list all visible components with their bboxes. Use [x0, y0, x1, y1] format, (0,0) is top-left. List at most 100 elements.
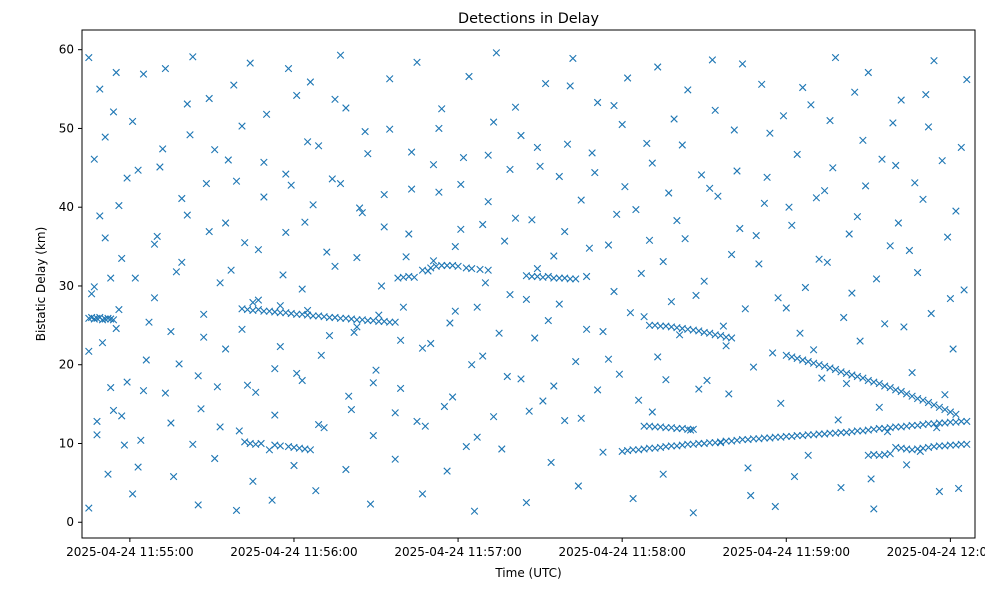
data-point — [342, 465, 350, 474]
data-point — [886, 450, 894, 458]
data-point — [853, 427, 862, 435]
data-point — [98, 316, 107, 324]
data-point — [659, 257, 667, 266]
data-point — [667, 442, 676, 450]
data-point — [902, 390, 911, 398]
data-point — [495, 329, 503, 337]
data-point — [684, 425, 692, 433]
data-point — [834, 416, 842, 424]
data-point — [763, 173, 771, 181]
data-point — [161, 389, 170, 397]
data-point — [900, 323, 908, 331]
data-point — [336, 179, 345, 188]
data-point — [405, 230, 413, 238]
data-point — [238, 325, 246, 333]
data-point — [131, 274, 139, 282]
data-point — [908, 421, 916, 430]
data-point — [766, 129, 774, 137]
data-point — [812, 194, 821, 202]
data-point — [104, 470, 112, 478]
data-point — [547, 458, 555, 467]
data-point — [407, 148, 416, 156]
data-point — [290, 461, 298, 470]
data-point — [293, 369, 301, 378]
data-point — [216, 423, 224, 431]
data-point — [935, 403, 944, 411]
data-point — [372, 366, 380, 374]
data-point — [582, 325, 591, 333]
data-point — [342, 104, 350, 112]
data-point — [421, 422, 429, 430]
data-point — [870, 505, 878, 513]
data-point — [254, 246, 263, 254]
data-point — [924, 123, 933, 131]
data-point — [733, 167, 741, 175]
data-point — [112, 324, 120, 333]
data-point — [473, 303, 481, 311]
data-point — [413, 417, 421, 426]
data-point — [656, 322, 665, 330]
data-point — [960, 286, 968, 294]
data-point — [894, 219, 903, 227]
data-point — [167, 327, 175, 336]
data-point — [298, 376, 306, 385]
data-point — [695, 385, 703, 393]
data-point — [232, 506, 241, 515]
data-point — [550, 252, 558, 260]
data-point — [719, 322, 728, 330]
data-point — [935, 419, 944, 427]
data-point — [886, 383, 894, 392]
data-point — [788, 353, 796, 361]
data-point — [946, 441, 955, 449]
data-point — [930, 401, 938, 409]
data-point — [279, 271, 287, 279]
data-point — [465, 72, 473, 81]
data-point — [566, 82, 574, 90]
data-point — [626, 309, 635, 317]
data-point — [875, 379, 883, 388]
data-point — [399, 303, 408, 311]
data-point — [963, 75, 971, 84]
data-point — [785, 203, 793, 211]
data-point — [870, 378, 878, 386]
data-point — [484, 198, 492, 206]
data-point — [809, 359, 818, 367]
data-point — [613, 210, 621, 218]
x-tick-label: 2025-04-24 11:56:00 — [230, 545, 357, 559]
data-point — [268, 496, 276, 504]
data-point — [282, 170, 290, 178]
data-point — [118, 412, 126, 420]
data-point — [353, 323, 361, 331]
data-point — [954, 484, 963, 493]
data-point — [651, 423, 659, 431]
data-point — [364, 150, 372, 158]
data-point — [634, 396, 643, 404]
data-point — [276, 442, 284, 450]
data-point — [451, 307, 459, 315]
data-point — [90, 315, 98, 323]
data-point — [708, 56, 717, 64]
data-point — [345, 392, 353, 400]
chart-title: Detections in Delay — [458, 11, 599, 27]
data-point — [738, 435, 747, 444]
data-point — [878, 155, 886, 163]
data-point — [293, 91, 301, 100]
data-point — [435, 188, 443, 196]
data-point — [243, 381, 252, 389]
data-point — [536, 162, 544, 170]
data-point — [134, 463, 142, 471]
data-point — [241, 438, 249, 446]
data-point — [492, 49, 501, 57]
data-point — [591, 168, 599, 177]
data-point — [544, 272, 552, 281]
data-point — [361, 127, 369, 136]
data-point — [859, 136, 867, 144]
data-point — [952, 207, 960, 215]
data-point — [189, 440, 197, 448]
data-point — [684, 440, 692, 448]
data-point — [615, 370, 624, 378]
data-point — [700, 277, 708, 285]
data-point — [749, 363, 758, 371]
data-point — [156, 163, 164, 171]
